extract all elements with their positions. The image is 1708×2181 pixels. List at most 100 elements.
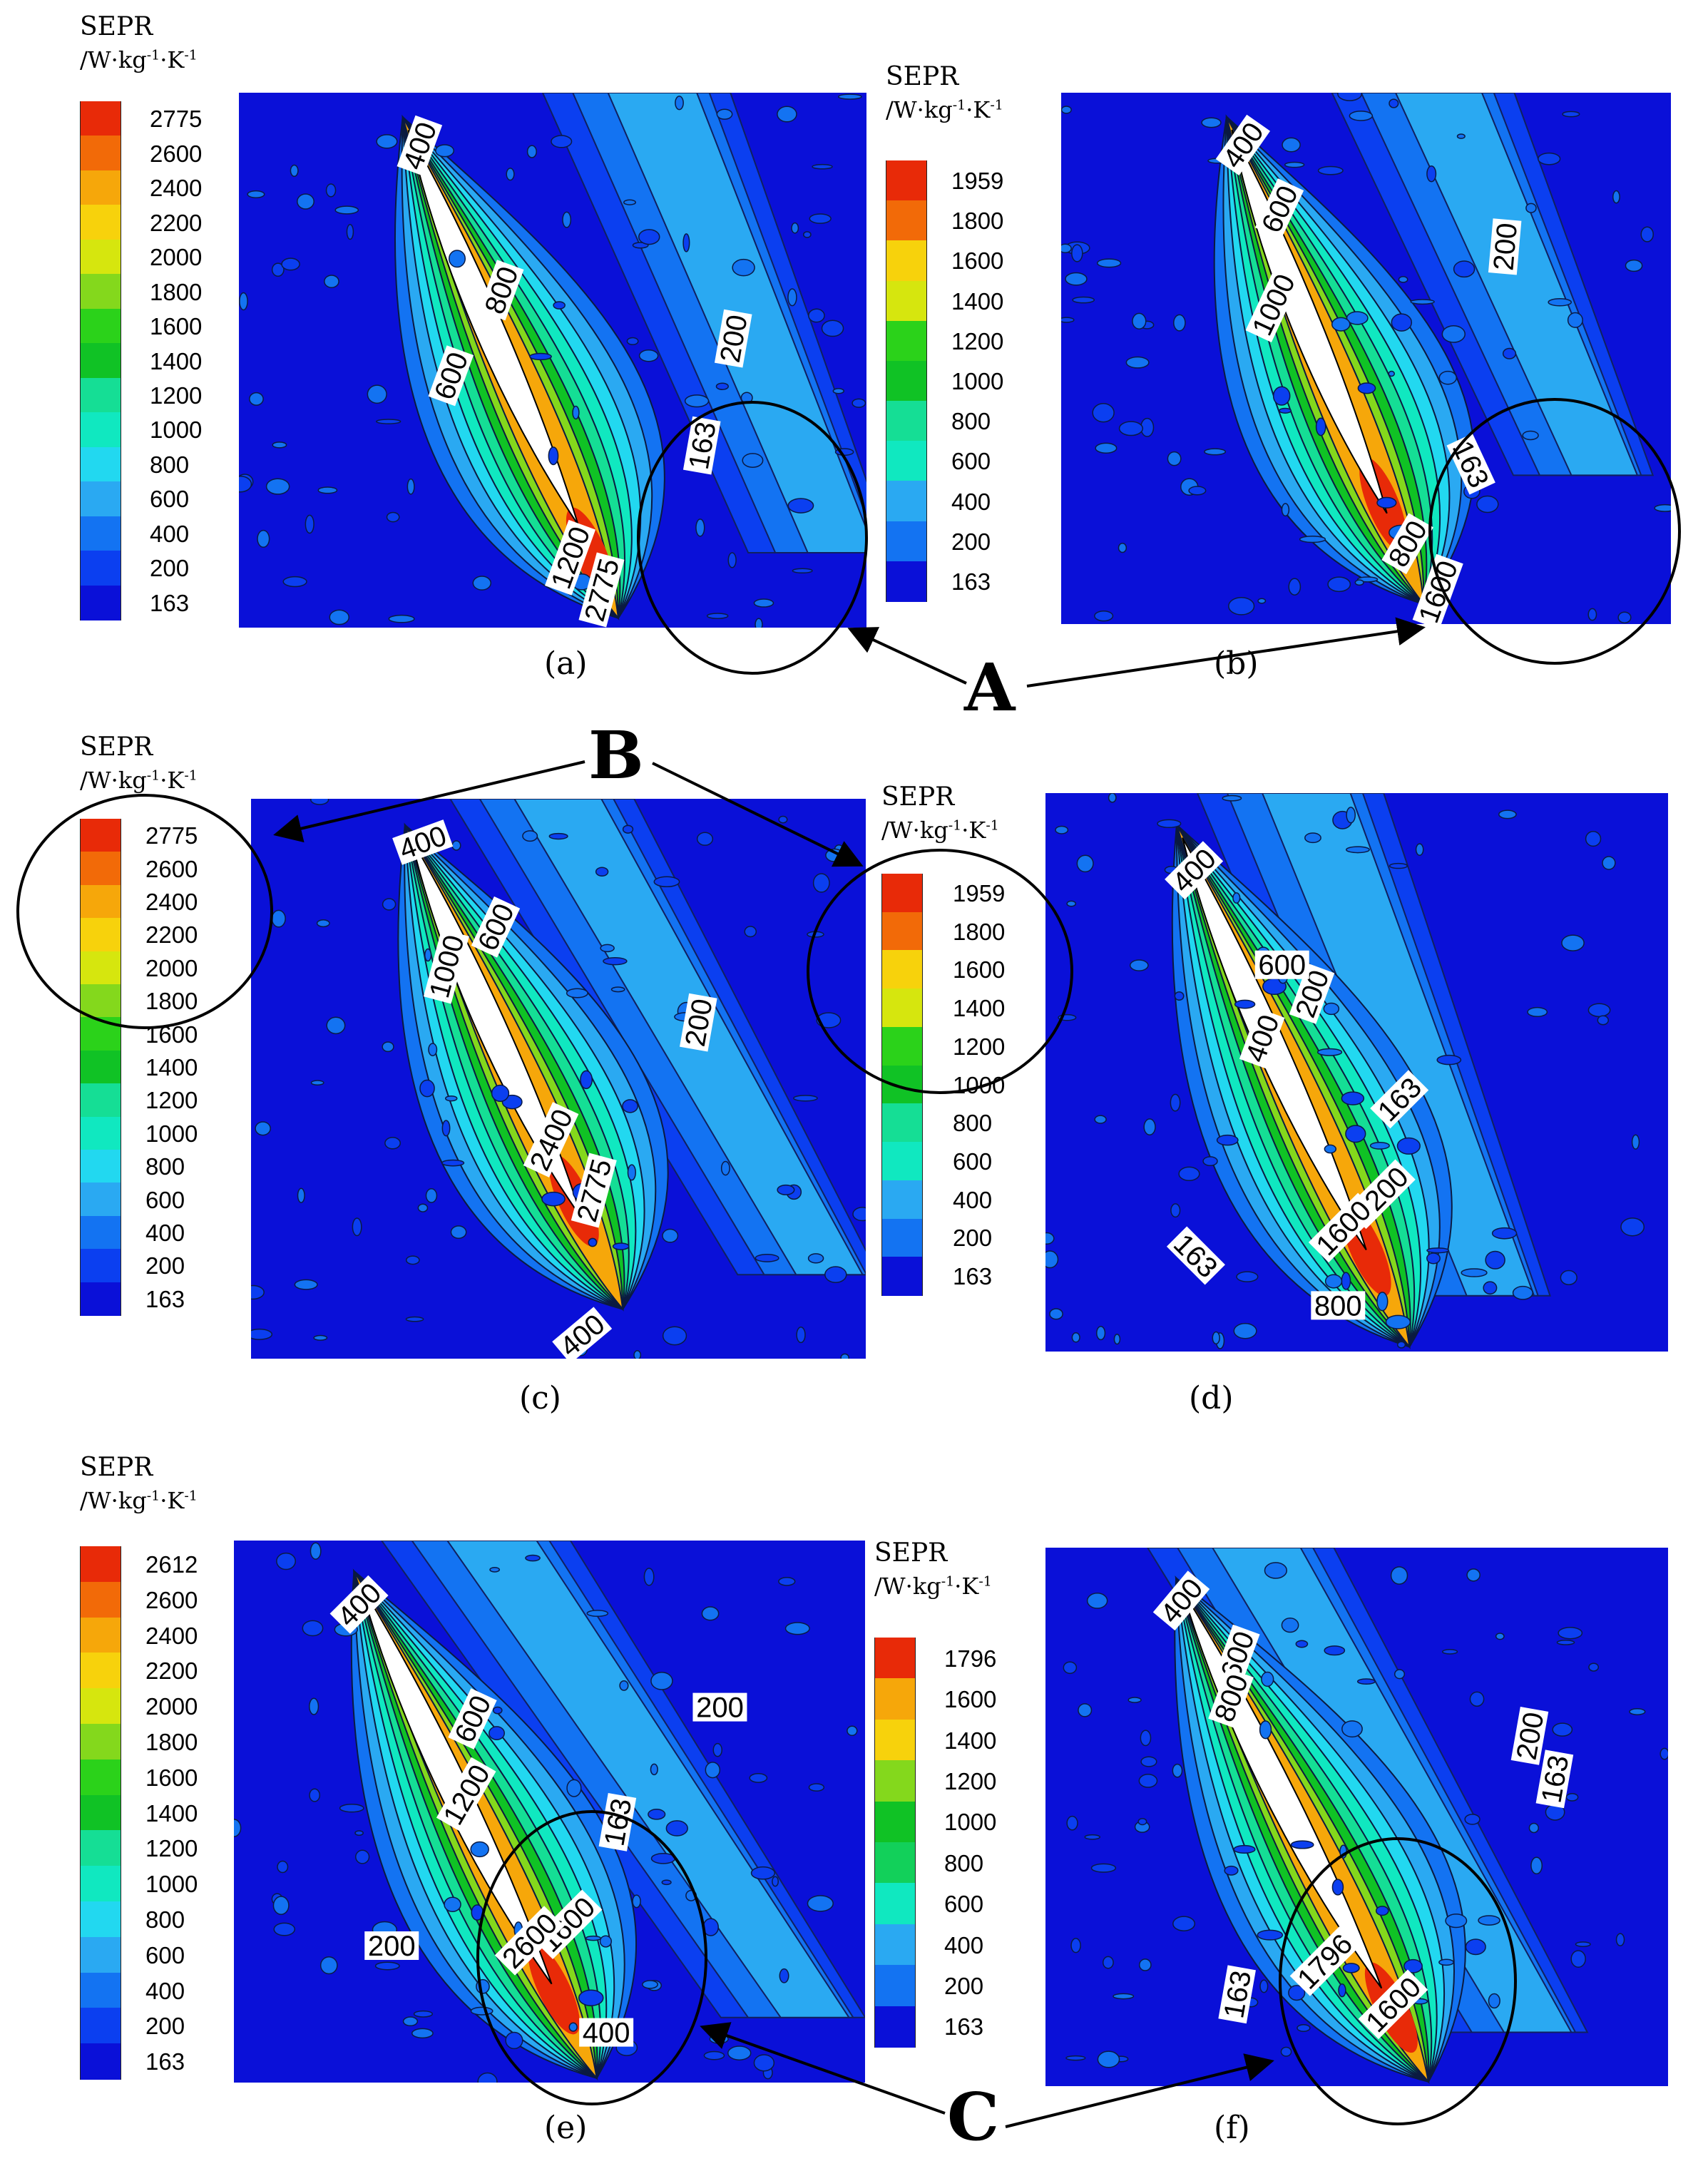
speckle: [675, 96, 684, 111]
speckle: [796, 1326, 806, 1344]
speckle: [1178, 1166, 1200, 1182]
speckle: [1167, 451, 1182, 466]
speckle: [1597, 1015, 1610, 1026]
speckle: [1587, 1003, 1611, 1018]
legend-swatch: [80, 1249, 121, 1283]
legend-level-label: 1000: [944, 1809, 997, 1836]
legend-swatch: [874, 1965, 916, 2007]
speckle: [1552, 1722, 1573, 1737]
speckle: [610, 986, 625, 993]
legend-f: SEPR/W·kg-1·K-1 1796 1600 1400 1200 1000 800 60…: [874, 1541, 1060, 2054]
speckle: [696, 832, 714, 846]
speckle: [265, 478, 290, 495]
speckle: [1070, 1938, 1081, 1953]
speckle: [1390, 1566, 1408, 1585]
legend-swatch: [80, 481, 121, 517]
speckle: [732, 258, 755, 277]
speckle: [1172, 1916, 1196, 1931]
legend-level-label: 1800: [951, 208, 1004, 235]
speckle: [1170, 1093, 1181, 1112]
speckle: [249, 392, 264, 406]
speckle: [600, 944, 615, 953]
speckle: [599, 1935, 613, 1948]
contour-label-group: 400: [579, 2018, 634, 2049]
speckle: [316, 919, 330, 928]
speckle: [1469, 1691, 1485, 1707]
legend-swatch: [80, 446, 121, 483]
speckle: [750, 1866, 776, 1880]
speckle: [568, 2022, 578, 2032]
speckle: [1315, 417, 1326, 436]
speckle: [784, 1622, 810, 1635]
speckle: [405, 1255, 420, 1265]
legend-swatch: [80, 1282, 121, 1316]
legend-unit: /W·kg-1·K-1: [80, 767, 198, 794]
speckle: [816, 1012, 842, 1028]
speckle: [1316, 1048, 1343, 1056]
speckle: [1512, 1285, 1533, 1300]
contour-label-bg: [436, 1757, 496, 1832]
legend-level-label: 1200: [150, 382, 203, 409]
speckle: [1488, 1993, 1500, 2009]
speckle: [1228, 597, 1255, 616]
contour-label-bg: [1308, 1192, 1379, 1263]
speckle: [753, 2054, 775, 2072]
contour-label-bg: [714, 309, 752, 368]
legend-level-label: 2600: [150, 140, 203, 167]
legend-swatch: [80, 1653, 121, 1690]
speckle: [1232, 892, 1241, 904]
legend-swatch: [80, 343, 121, 379]
legend-swatch: [80, 516, 121, 552]
speckle: [310, 1080, 324, 1086]
contour-label-bg: [1370, 1070, 1429, 1129]
speckle: [1562, 111, 1580, 118]
speckle: [1113, 1334, 1121, 1345]
speckle: [740, 392, 753, 404]
speckle: [257, 529, 270, 548]
legend-level-label: 1959: [951, 168, 1004, 195]
speckle: [720, 1160, 730, 1176]
legend-level-label: 2775: [150, 106, 203, 133]
speckle: [428, 1043, 438, 1056]
arrow-a-left: [847, 627, 967, 685]
legend-level-label: 2200: [145, 1658, 198, 1685]
legend-level-label: 2612: [145, 1551, 198, 1578]
speckle: [506, 168, 515, 181]
speckle: [1102, 1956, 1114, 1969]
legend-level-label: 800: [951, 408, 991, 435]
legend-swatch: [874, 2006, 916, 2048]
contour-label: 200: [1488, 222, 1523, 272]
speckle: [1264, 1562, 1288, 1579]
speckle: [1096, 258, 1122, 268]
contour-label-bg: [578, 552, 625, 628]
speckle: [374, 1961, 400, 1971]
speckle: [375, 419, 402, 424]
contour-label-bg: [552, 1307, 613, 1359]
speckle: [526, 145, 537, 158]
speckle: [1612, 190, 1620, 204]
speckle: [1108, 793, 1117, 803]
speckle: [1485, 1250, 1505, 1270]
speckle: [1132, 312, 1147, 330]
panel-caption-d: (d): [1189, 1380, 1234, 1416]
contour-label-bg: [478, 260, 524, 321]
speckle: [1445, 1914, 1468, 1929]
speckle: [638, 349, 659, 362]
legend-level-label: 163: [150, 589, 190, 616]
speckle: [622, 1099, 638, 1113]
legend-swatch: [80, 918, 121, 952]
legend-unit: /W·kg-1·K-1: [881, 817, 999, 844]
legend-swatch: [881, 1065, 923, 1105]
speckle: [1617, 611, 1632, 624]
speckle: [234, 1819, 242, 1837]
legend-swatch: [80, 1183, 121, 1217]
speckle: [572, 405, 580, 420]
speckle: [1281, 1618, 1299, 1633]
panel-caption-f: (f): [1214, 2110, 1250, 2146]
legend-swatch: [886, 521, 927, 562]
legend-level-label: 2000: [145, 1693, 198, 1720]
speckle: [1113, 1993, 1135, 2000]
speckle: [251, 1328, 273, 1340]
